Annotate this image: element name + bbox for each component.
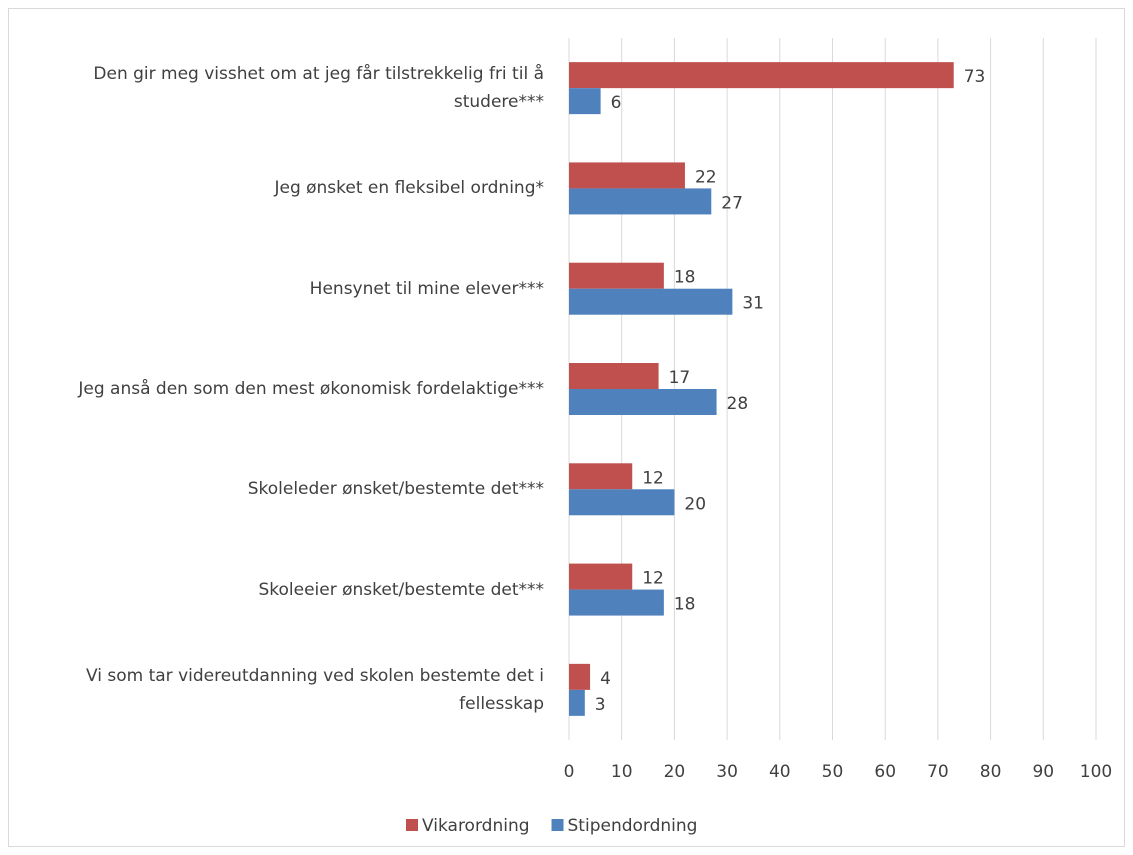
value-label: 27 — [721, 193, 743, 213]
bar — [569, 188, 712, 215]
bar — [569, 589, 664, 616]
legend-swatch — [406, 819, 418, 831]
x-tick-label: 80 — [980, 762, 1002, 782]
value-label: 73 — [964, 67, 986, 87]
y-tick-label: Vi som tar videreutdanning ved skolen be… — [85, 665, 544, 714]
value-label: 12 — [642, 468, 664, 488]
value-label: 28 — [727, 394, 749, 414]
x-tick-label: 60 — [874, 762, 896, 782]
value-label: 20 — [684, 494, 706, 514]
y-tick-label: Den gir meg visshet om at jeg får tilstr… — [93, 64, 544, 113]
y-tick-label: Hensynet til mine elever*** — [309, 278, 544, 299]
x-tick-label: 70 — [927, 762, 949, 782]
value-label: 31 — [742, 294, 764, 314]
value-label: 18 — [674, 268, 696, 288]
y-tick-label: Jeg anså den som den mest økonomisk ford… — [78, 379, 544, 399]
bar — [569, 563, 633, 590]
legend-label: Stipendordning — [568, 816, 698, 836]
x-tick-label: 40 — [769, 762, 791, 782]
legend-swatch — [551, 819, 564, 831]
bar — [569, 363, 659, 389]
x-tick-label: 90 — [1032, 762, 1054, 782]
x-tick-label: 20 — [664, 762, 686, 782]
value-label: 18 — [674, 595, 696, 615]
x-tick-label: 10 — [611, 762, 633, 782]
bar — [569, 88, 601, 115]
value-label: 17 — [669, 368, 691, 388]
y-tick-label: Jeg ønsket en fleksibel ordning* — [274, 178, 544, 199]
value-label: 4 — [600, 669, 611, 689]
y-tick-label: Skoleleder ønsket/bestemte det*** — [247, 479, 544, 500]
bar — [569, 489, 675, 516]
bar — [569, 663, 591, 690]
legend-label: Vikarordning — [422, 816, 530, 836]
value-label: 12 — [642, 569, 664, 589]
x-tick-label: 50 — [822, 762, 844, 782]
value-label: 6 — [611, 93, 622, 113]
value-label: 3 — [595, 695, 606, 715]
bar — [569, 463, 633, 490]
x-tick-label: 100 — [1080, 762, 1112, 782]
bar — [569, 62, 954, 89]
bar — [569, 162, 685, 189]
chart-border — [8, 8, 1125, 847]
bar — [569, 288, 733, 315]
x-tick-label: 0 — [564, 762, 575, 782]
bar — [569, 389, 717, 415]
bar — [569, 689, 585, 716]
value-label: 22 — [695, 167, 717, 187]
x-tick-label: 30 — [716, 762, 738, 782]
y-tick-label: Skoleeier ønsket/bestemte det*** — [258, 579, 544, 600]
bar — [569, 262, 664, 289]
